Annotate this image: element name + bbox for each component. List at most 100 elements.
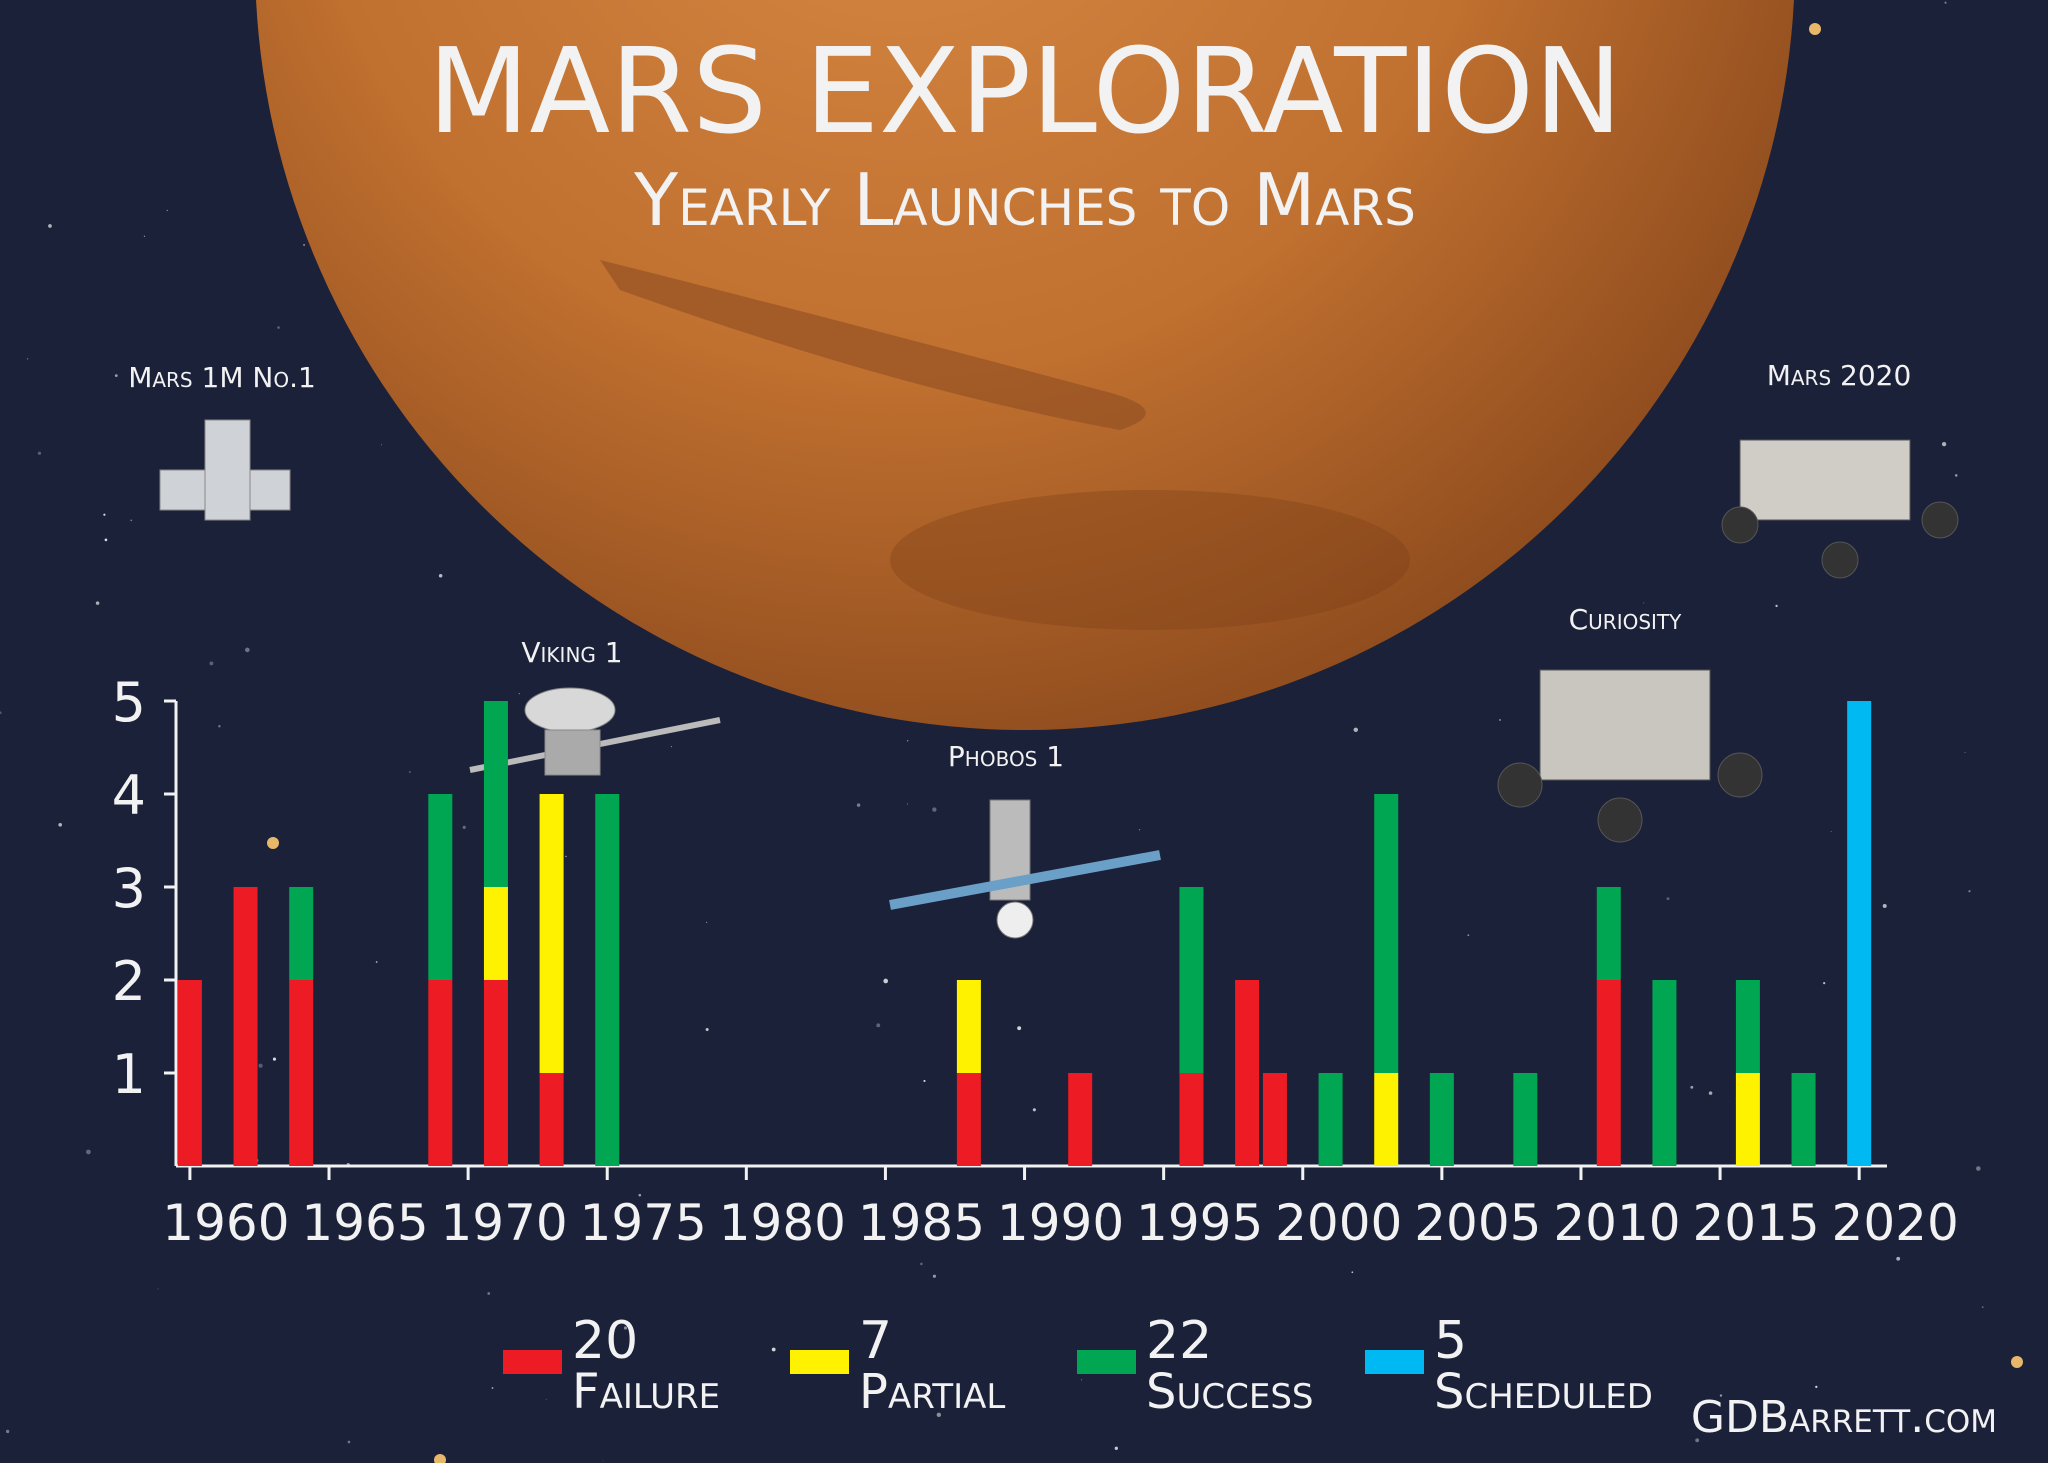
bar-segment	[1791, 1073, 1816, 1166]
legend-swatch	[1365, 1350, 1424, 1374]
y-tick-label: 2	[112, 950, 146, 1013]
legend-swatch	[1077, 1350, 1136, 1374]
star	[623, 1326, 628, 1330]
star	[876, 1023, 881, 1028]
bar-segment	[1318, 1073, 1343, 1166]
star	[1941, 441, 1947, 447]
bar-segment	[483, 980, 508, 1166]
bar-segment	[1262, 1073, 1287, 1166]
star	[1976, 1166, 1981, 1171]
spacecraft-mars1m	[159, 419, 291, 521]
legend-count: 22	[1146, 1311, 1212, 1371]
star	[1032, 1108, 1036, 1112]
legend-count: 5	[1434, 1311, 1467, 1371]
bar-segment	[1735, 980, 1760, 1073]
bar-segment	[1735, 1073, 1760, 1166]
star	[491, 1387, 494, 1389]
star	[932, 1274, 936, 1278]
bar-segment	[1429, 1073, 1454, 1166]
star	[1981, 1306, 1984, 1308]
legend-count: 20	[572, 1311, 638, 1371]
legend-swatch	[503, 1350, 562, 1374]
star	[143, 235, 146, 237]
spacecraft-label: Mars 1M No.1	[128, 361, 316, 394]
star	[37, 451, 42, 455]
legend-count: 7	[859, 1311, 892, 1371]
spacecraft-label: Phobos 1	[948, 740, 1064, 773]
star	[1666, 897, 1670, 901]
x-tick-label: 2005	[1414, 1194, 1541, 1252]
x-tick-label: 1990	[997, 1194, 1124, 1252]
star	[166, 209, 169, 212]
star	[130, 519, 133, 522]
bar-segment	[539, 1073, 564, 1166]
star	[1708, 1091, 1713, 1095]
star	[565, 855, 567, 858]
x-tick-label: 2000	[1275, 1194, 1402, 1252]
star	[1351, 1271, 1354, 1274]
star	[157, 1288, 159, 1290]
star	[277, 326, 280, 329]
bar-segment	[428, 980, 453, 1166]
spacecraft-label: Viking 1	[521, 636, 622, 669]
y-tick-label: 4	[112, 764, 146, 827]
star	[670, 746, 672, 748]
star	[518, 693, 520, 695]
star	[1815, 1385, 1818, 1389]
star	[1719, 1394, 1723, 1397]
bar-segment	[539, 794, 564, 1073]
x-tick-label: 1995	[1136, 1194, 1263, 1252]
bar-segment	[428, 794, 453, 980]
star	[438, 574, 443, 578]
star	[218, 725, 221, 728]
star	[1690, 1085, 1694, 1089]
star	[907, 740, 909, 742]
bar-segment	[1068, 1073, 1093, 1166]
star	[245, 647, 250, 653]
star	[95, 601, 100, 605]
star	[26, 358, 29, 360]
star	[0, 711, 2, 715]
bar-segment	[1513, 1073, 1538, 1166]
star	[6, 1429, 10, 1434]
bar-segment	[483, 701, 508, 887]
bar-segment	[1374, 794, 1399, 1073]
star	[487, 1292, 491, 1295]
star	[381, 444, 383, 446]
legend-label: Success	[1146, 1364, 1313, 1420]
star	[602, 1460, 604, 1462]
bar-segment	[1179, 887, 1204, 1073]
legend-label: Failure	[572, 1364, 720, 1420]
mars-planet	[256, 0, 1794, 730]
x-tick-label: 1985	[858, 1194, 985, 1252]
star	[103, 513, 106, 516]
mars-shade	[890, 490, 1410, 630]
bar-segment	[956, 1073, 981, 1166]
bar-segment	[1847, 701, 1872, 1166]
bar-segment	[1374, 1073, 1399, 1166]
star	[1017, 1026, 1022, 1031]
legend-swatch	[790, 1350, 849, 1374]
star	[1964, 752, 1966, 754]
chart-subtitle: Yearly Launches to Mars	[633, 158, 1416, 242]
star	[104, 538, 108, 542]
star	[1830, 831, 1832, 833]
star	[408, 770, 411, 774]
spacecraft-viking	[469, 687, 721, 776]
star	[267, 837, 279, 849]
star	[705, 1028, 709, 1032]
y-tick-label: 1	[112, 1043, 146, 1106]
star	[1097, 1213, 1103, 1218]
bar-segment	[956, 980, 981, 1073]
star	[1968, 890, 1971, 893]
star	[883, 978, 889, 984]
bar-segment	[289, 980, 314, 1166]
star	[347, 1440, 351, 1444]
star	[114, 374, 118, 378]
star	[1695, 1438, 1700, 1443]
star	[936, 1412, 942, 1417]
credit: GDBarrett.com	[1691, 1392, 1997, 1443]
star	[1643, 602, 1645, 604]
y-tick-label: 5	[112, 671, 146, 734]
